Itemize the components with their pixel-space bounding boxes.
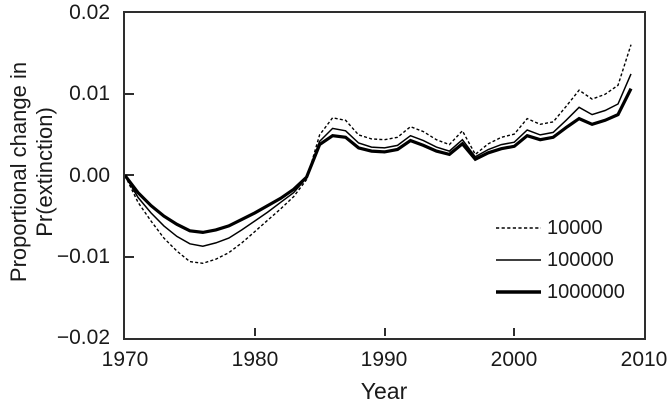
x-tick-label: 2010 [620, 348, 667, 371]
plot-frame [123, 11, 646, 340]
y-tick-label: −0.02 [56, 326, 110, 349]
x-tick-mark [384, 328, 386, 336]
legend-item: 100000 [495, 244, 625, 276]
y-tick-mark [125, 93, 134, 95]
x-tick-label: 1980 [231, 348, 279, 371]
y-tick-label: 0.00 [69, 164, 110, 187]
series-line-10000 [125, 44, 632, 265]
x-tick-label: 1970 [101, 348, 149, 371]
series-line-1000000 [125, 87, 633, 235]
legend-label: 100000 [547, 248, 614, 271]
legend-item: 1000000 [495, 276, 625, 308]
y-axis-title-line1: Proportional change in [6, 61, 31, 283]
y-tick-label: −0.01 [56, 245, 110, 268]
series-line-100000 [125, 73, 632, 247]
x-tick-label: 1990 [360, 348, 408, 371]
y-tick-label: 0.01 [69, 82, 110, 105]
x-axis-title: Year [360, 378, 408, 404]
y-tick-mark [125, 174, 134, 176]
legend-label: 1000000 [547, 280, 625, 303]
y-tick-mark [125, 256, 134, 258]
thick-line-swatch-icon [496, 290, 541, 294]
legend-label: 10000 [547, 216, 603, 239]
x-tick-mark [254, 328, 256, 336]
legend: 10000 100000 1000000 [495, 212, 625, 308]
x-tick-mark [513, 328, 515, 336]
dashed-line-swatch-icon [496, 227, 541, 229]
thin-line-swatch-icon [496, 259, 541, 261]
x-tick-label: 2000 [490, 348, 538, 371]
plot-area [125, 44, 633, 265]
legend-item: 10000 [495, 212, 625, 244]
y-tick-label: 0.02 [69, 1, 110, 24]
